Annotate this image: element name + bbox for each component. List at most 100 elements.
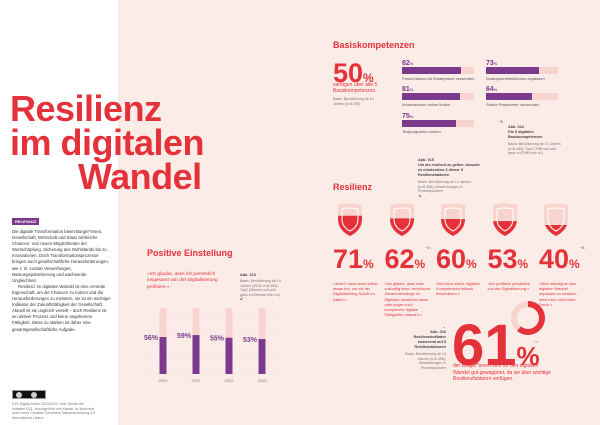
abb-sub: Resilienzindikator basierend auf 5 Resil… [413, 335, 447, 349]
abb-015: Abb. 015 Um als resilient zu gelten, bra… [418, 158, 484, 199]
resilience-donut [511, 301, 545, 335]
abb-013: Abb. 013 Basis: Bevölkerung ab 14 Jahren… [240, 273, 282, 302]
basis-label: Fotos/Videos mit Smartphone versenden [402, 76, 475, 81]
basis-track [486, 67, 558, 74]
abb-note: Basis: Bevölkerung ab 14 Jahren (n=6.455… [418, 180, 471, 193]
value: 50 [333, 58, 364, 88]
shield-icon [544, 203, 568, 236]
year-label: 2023 [258, 378, 268, 383]
value: 64 [486, 86, 494, 93]
basis-value: 64% [486, 86, 498, 93]
shield-icon [338, 203, 362, 236]
index-big-value: 61% [452, 317, 540, 384]
abb-title: Abb. 013 [240, 273, 256, 277]
relevanz-badge: RELEVANZ [12, 218, 40, 225]
basis-track [486, 93, 558, 100]
bar-2020 [159, 337, 167, 374]
basis-item: 73% Smartphonefunktionen anpassen [486, 60, 558, 81]
value: 82 [402, 60, 410, 67]
resilienz-value: 62%−3 ↓ [384, 244, 433, 274]
basis-value: 81% [402, 86, 414, 93]
value: 61 [452, 313, 517, 378]
basis-bar [402, 93, 461, 100]
shield-icon [492, 203, 517, 236]
abb-title: Abb. 015 [418, 158, 434, 162]
resilienz-quote: »Jede*r muss auch selbst etwas tun, um m… [333, 281, 378, 302]
resilienz-quote: »Ich profitiere persönlich von der Digit… [487, 281, 530, 292]
value: 62 [384, 244, 415, 274]
year-label: 2021 [192, 378, 202, 383]
basis-track [402, 93, 474, 100]
resilienz-item: 53% »Ich profitiere persönlich von der D… [488, 203, 538, 291]
basis-bar [402, 120, 456, 127]
basis-bar [486, 93, 533, 100]
shield-icon [389, 203, 414, 236]
basis-track [402, 67, 474, 74]
basis-item: 75% Textprogramm nutzen [402, 113, 474, 134]
abb-016: → Abb. 016 Resilienzindikator basierend … [398, 325, 446, 370]
value: 53 [487, 244, 518, 274]
resilienz-value: 53% [487, 244, 529, 274]
resilienz-value: 71% [333, 244, 374, 274]
positive-chart: 56% 2020 59% 2021 55% 2022 53% 2023 [144, 308, 278, 383]
arrow-icon: ↘ [418, 193, 422, 198]
abb-title: Abb. 034 [508, 125, 524, 129]
bar-label: 55% [210, 336, 225, 343]
delta: −3 ↓ [425, 246, 433, 250]
abb-034: ↖ Abb. 034 Die 5 digitalen Basiskompeten… [500, 120, 564, 156]
basis-item: 64% Starke Passwörter verwenden [486, 86, 558, 107]
positive-quote: »Ich glaube, dass ich persönlich insgesa… [147, 272, 218, 290]
title-line: Wandel [78, 156, 202, 197]
unit: % [363, 71, 374, 85]
title-line: Resilienz [10, 88, 162, 129]
abb-sub: Um als resilient zu gelten, braucht es m… [418, 163, 480, 177]
basis-label: Starke Passwörter verwenden [486, 102, 540, 107]
basis-note: Basis: Bevölkerung ab 14 Jahren (n=6.455… [333, 97, 374, 106]
resilienz-quote: »Mich ständig an den digitalen Wandel an… [539, 281, 577, 307]
shield-icon [441, 203, 465, 236]
index-text: der Bürger*innen sind für den digitalen … [453, 363, 551, 382]
paragraph: Die digitale Transformation bietet Bürge… [12, 229, 109, 283]
resilienz-item: 62%−3 ↓ »Ich glaube, dass man zukünftig … [385, 203, 435, 317]
creative-commons-by-icon [12, 390, 46, 399]
basis-bar [402, 67, 462, 74]
bar-label: 59% [177, 333, 192, 340]
basis-label: Textprogramm nutzen [402, 129, 441, 134]
bar-label: 53% [243, 337, 258, 344]
index-delta: −1 ↓ [533, 340, 540, 344]
basis-label: Smartphonefunktionen anpassen [486, 76, 545, 81]
abb-title: Abb. 016 [430, 330, 446, 334]
value: 73 [486, 60, 494, 67]
arrow-icon: ↙ [240, 297, 244, 301]
basis-value: 82% [402, 60, 414, 67]
unit: % [516, 341, 540, 371]
value: 40 [539, 244, 570, 274]
page-title: Resilienz im digitalen Wandel [10, 88, 205, 197]
abb-sub: Die 5 digitalen Basiskompetenzen [508, 130, 543, 139]
bar-2023 [258, 339, 266, 374]
resilienz-value: 60% [436, 244, 477, 274]
positive-heading: Positive Einstellung [147, 248, 233, 258]
abb-note: Basis: Bevölkerung ab 14 Jahren (n=6.455… [508, 142, 561, 155]
abb-note: Basis: Bevölkerung ab 14 Jahren (2023: n… [240, 279, 281, 297]
year-label: 2022 [225, 378, 235, 383]
resilienz-heading: Resilienz [333, 182, 373, 192]
relevanz-text: Die digitale Transformation bietet Bürge… [12, 229, 112, 333]
title-line: im digitalen [10, 122, 205, 163]
basis-value: 73% [486, 60, 498, 67]
resilienz-item: 60% »Ich kann meine digitalen Kompetenze… [436, 203, 486, 297]
source-note: D21-Digital-Index 2023/2024, eine Studie… [12, 402, 96, 420]
bar-2021 [192, 335, 200, 374]
basis-big-value: 50% [333, 60, 374, 91]
resilienz-quote: »Ich glaube, dass man zukünftig mind. te… [384, 281, 431, 318]
resilienz-item: 71% »Jede*r muss auch selbst etwas tun, … [333, 203, 383, 302]
basis-item: 82% Fotos/Videos mit Smartphone versende… [402, 60, 474, 81]
delta: −5 ↓ [579, 246, 587, 250]
basis-sub: verfügen über alle 5 Basiskompetenzen. [333, 82, 378, 95]
basis-heading: Basiskompetenzen [333, 40, 415, 50]
value: 71 [333, 244, 364, 274]
value: 75 [402, 113, 410, 120]
arrow-icon: → [442, 325, 446, 329]
donut-fill [511, 301, 545, 335]
bar-label: 56% [144, 335, 159, 342]
